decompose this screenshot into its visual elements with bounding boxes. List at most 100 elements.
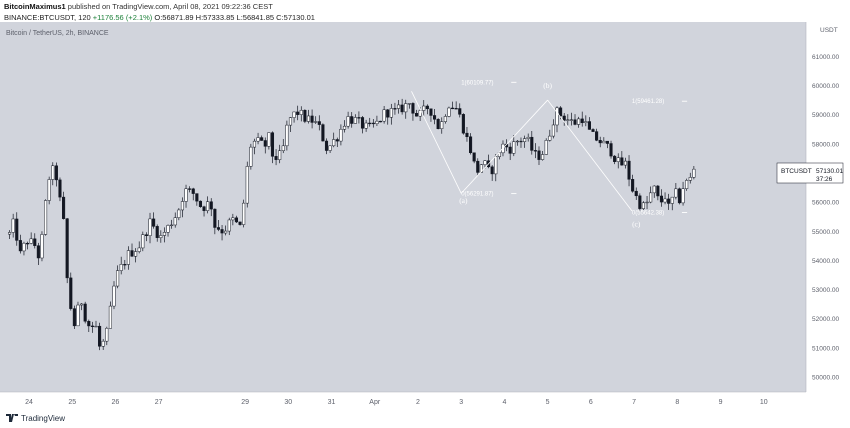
candle-up <box>134 251 138 257</box>
candle-down <box>400 104 404 113</box>
candle-down <box>465 132 469 138</box>
author-name[interactable]: BitcoinMaximus1 <box>4 2 66 11</box>
candle-up <box>281 145 285 152</box>
price-tag-symbol: BTCUSDT <box>781 168 812 175</box>
candlestick-chart[interactable]: Bitcoin / TetherUS, 2h, BINANCE USDT 1(6… <box>0 22 850 412</box>
candle-down <box>537 150 541 160</box>
candle-down <box>638 195 642 209</box>
candle-up <box>389 108 393 118</box>
candle-up <box>137 247 141 252</box>
time-axis <box>0 392 850 412</box>
candle-down <box>335 139 339 142</box>
candle-up <box>40 234 44 259</box>
candle-down <box>562 115 566 121</box>
candle-up <box>119 264 123 271</box>
candle-down <box>33 238 37 246</box>
candle-down <box>598 140 602 144</box>
candle-up <box>692 168 696 178</box>
candle-down <box>559 107 563 117</box>
candle-down <box>591 129 595 132</box>
candle-down <box>371 122 375 125</box>
candle-up <box>177 209 181 218</box>
candle-down <box>260 137 264 141</box>
y-tick-label: 54000.00 <box>812 258 839 265</box>
x-tick-label: 29 <box>241 399 249 406</box>
candle-up <box>544 140 548 155</box>
candle-down <box>350 116 354 124</box>
candle-up <box>206 201 210 211</box>
x-tick-label: 26 <box>112 399 120 406</box>
candle-up <box>292 111 296 118</box>
x-tick-label: 10 <box>760 399 768 406</box>
candle-down <box>54 165 58 181</box>
candle-up <box>249 146 253 167</box>
y-tick-label: 53000.00 <box>812 287 839 294</box>
x-tick-label: 5 <box>546 399 550 406</box>
candle-up <box>681 188 685 204</box>
candle-down <box>321 124 325 142</box>
candle-down <box>270 132 275 157</box>
candle-down <box>458 108 462 115</box>
candle-down <box>220 229 224 234</box>
candle-up <box>555 107 559 126</box>
candle-up <box>162 232 166 236</box>
ohlc-values: O:56871.89 H:57333.85 L:56841.85 C:57130… <box>154 13 315 22</box>
candle-up <box>645 201 649 204</box>
candle-down <box>310 115 314 123</box>
y-axis-unit-label: USDT <box>820 27 838 34</box>
candle-up <box>602 140 606 144</box>
candle-down <box>425 105 429 110</box>
candle-up <box>170 224 174 227</box>
candle-down <box>303 109 307 122</box>
candle-down <box>469 136 473 154</box>
candle-down <box>83 303 87 322</box>
candle-down <box>656 185 660 197</box>
x-tick-label: 7 <box>632 399 636 406</box>
candle-down <box>634 190 638 197</box>
wave-line-segment <box>547 99 633 212</box>
fib-level-label: 1(60109.77) <box>461 80 493 86</box>
candle-up <box>288 117 293 126</box>
candle-up <box>166 225 170 233</box>
candle-up <box>328 145 332 151</box>
candle-up <box>148 218 152 236</box>
candle-down <box>613 155 617 162</box>
candle-up <box>616 157 620 162</box>
candle-up <box>649 192 653 203</box>
y-tick-label: 50000.00 <box>812 375 839 382</box>
x-ticks-group: 24 25 26 27 29 30 31 Apr 2 3 4 5 6 7 8 9 10 <box>25 399 768 406</box>
candle-down <box>393 108 397 110</box>
candle-up <box>245 166 249 204</box>
candle-down <box>476 160 480 173</box>
candle-up <box>76 304 80 327</box>
candle-up <box>332 139 336 147</box>
candle-down <box>152 218 156 227</box>
x-tick-label: 4 <box>502 399 506 406</box>
candle-down <box>191 188 195 194</box>
x-tick-label: 25 <box>68 399 76 406</box>
candle-down <box>451 107 455 110</box>
candle-up <box>256 137 260 142</box>
candle-down <box>411 103 415 114</box>
candle-down <box>360 117 365 129</box>
x-tick-label: 9 <box>719 399 723 406</box>
candle-up <box>252 140 257 148</box>
price-axis <box>806 22 850 392</box>
wave-label: (a) <box>459 196 468 205</box>
candle-down <box>216 227 220 230</box>
y-tick-label: 52000.00 <box>812 316 839 323</box>
candle-down <box>519 140 523 143</box>
candle-down <box>36 245 40 259</box>
wave-line-segment <box>411 91 462 194</box>
candle-up <box>551 124 555 137</box>
candle-up <box>670 196 674 204</box>
candle-down <box>87 321 91 327</box>
tradingview-footer[interactable]: TradingView <box>6 413 65 423</box>
candle-down <box>274 156 278 160</box>
candle-down <box>296 111 300 115</box>
x-tick-label: 2 <box>416 399 420 406</box>
candle-up <box>396 104 401 109</box>
candle-up <box>278 150 282 160</box>
x-tick-label: 27 <box>155 399 163 406</box>
candle-up <box>447 107 451 117</box>
